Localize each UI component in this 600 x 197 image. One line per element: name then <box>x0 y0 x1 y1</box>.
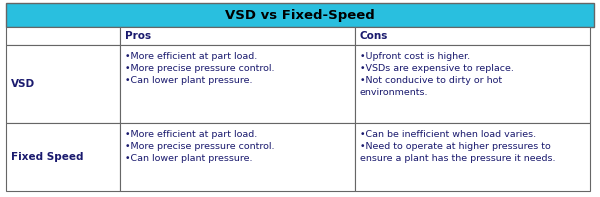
Text: •Upfront cost is higher.
•VSDs are expensive to replace.
•Not conducive to dirty: •Upfront cost is higher. •VSDs are expen… <box>360 52 514 98</box>
Bar <box>6 3 594 27</box>
Text: VSD vs Fixed-Speed: VSD vs Fixed-Speed <box>225 8 375 21</box>
Bar <box>6 45 120 123</box>
Text: Fixed Speed: Fixed Speed <box>11 152 83 162</box>
Bar <box>120 45 355 123</box>
Bar <box>355 27 590 45</box>
Bar <box>120 27 355 45</box>
Bar <box>355 45 590 123</box>
Text: VSD: VSD <box>11 79 35 89</box>
Bar <box>6 27 120 45</box>
Text: Cons: Cons <box>360 31 388 41</box>
Text: Pros: Pros <box>125 31 151 41</box>
Text: •More efficient at part load.
•More precise pressure control.
•Can lower plant p: •More efficient at part load. •More prec… <box>125 52 275 85</box>
Bar <box>6 123 120 191</box>
Text: •Can be inefficient when load varies.
•Need to operate at higher pressures to
en: •Can be inefficient when load varies. •N… <box>360 130 556 163</box>
Bar <box>355 123 590 191</box>
Text: •More efficient at part load.
•More precise pressure control.
•Can lower plant p: •More efficient at part load. •More prec… <box>125 130 275 163</box>
Bar <box>120 123 355 191</box>
